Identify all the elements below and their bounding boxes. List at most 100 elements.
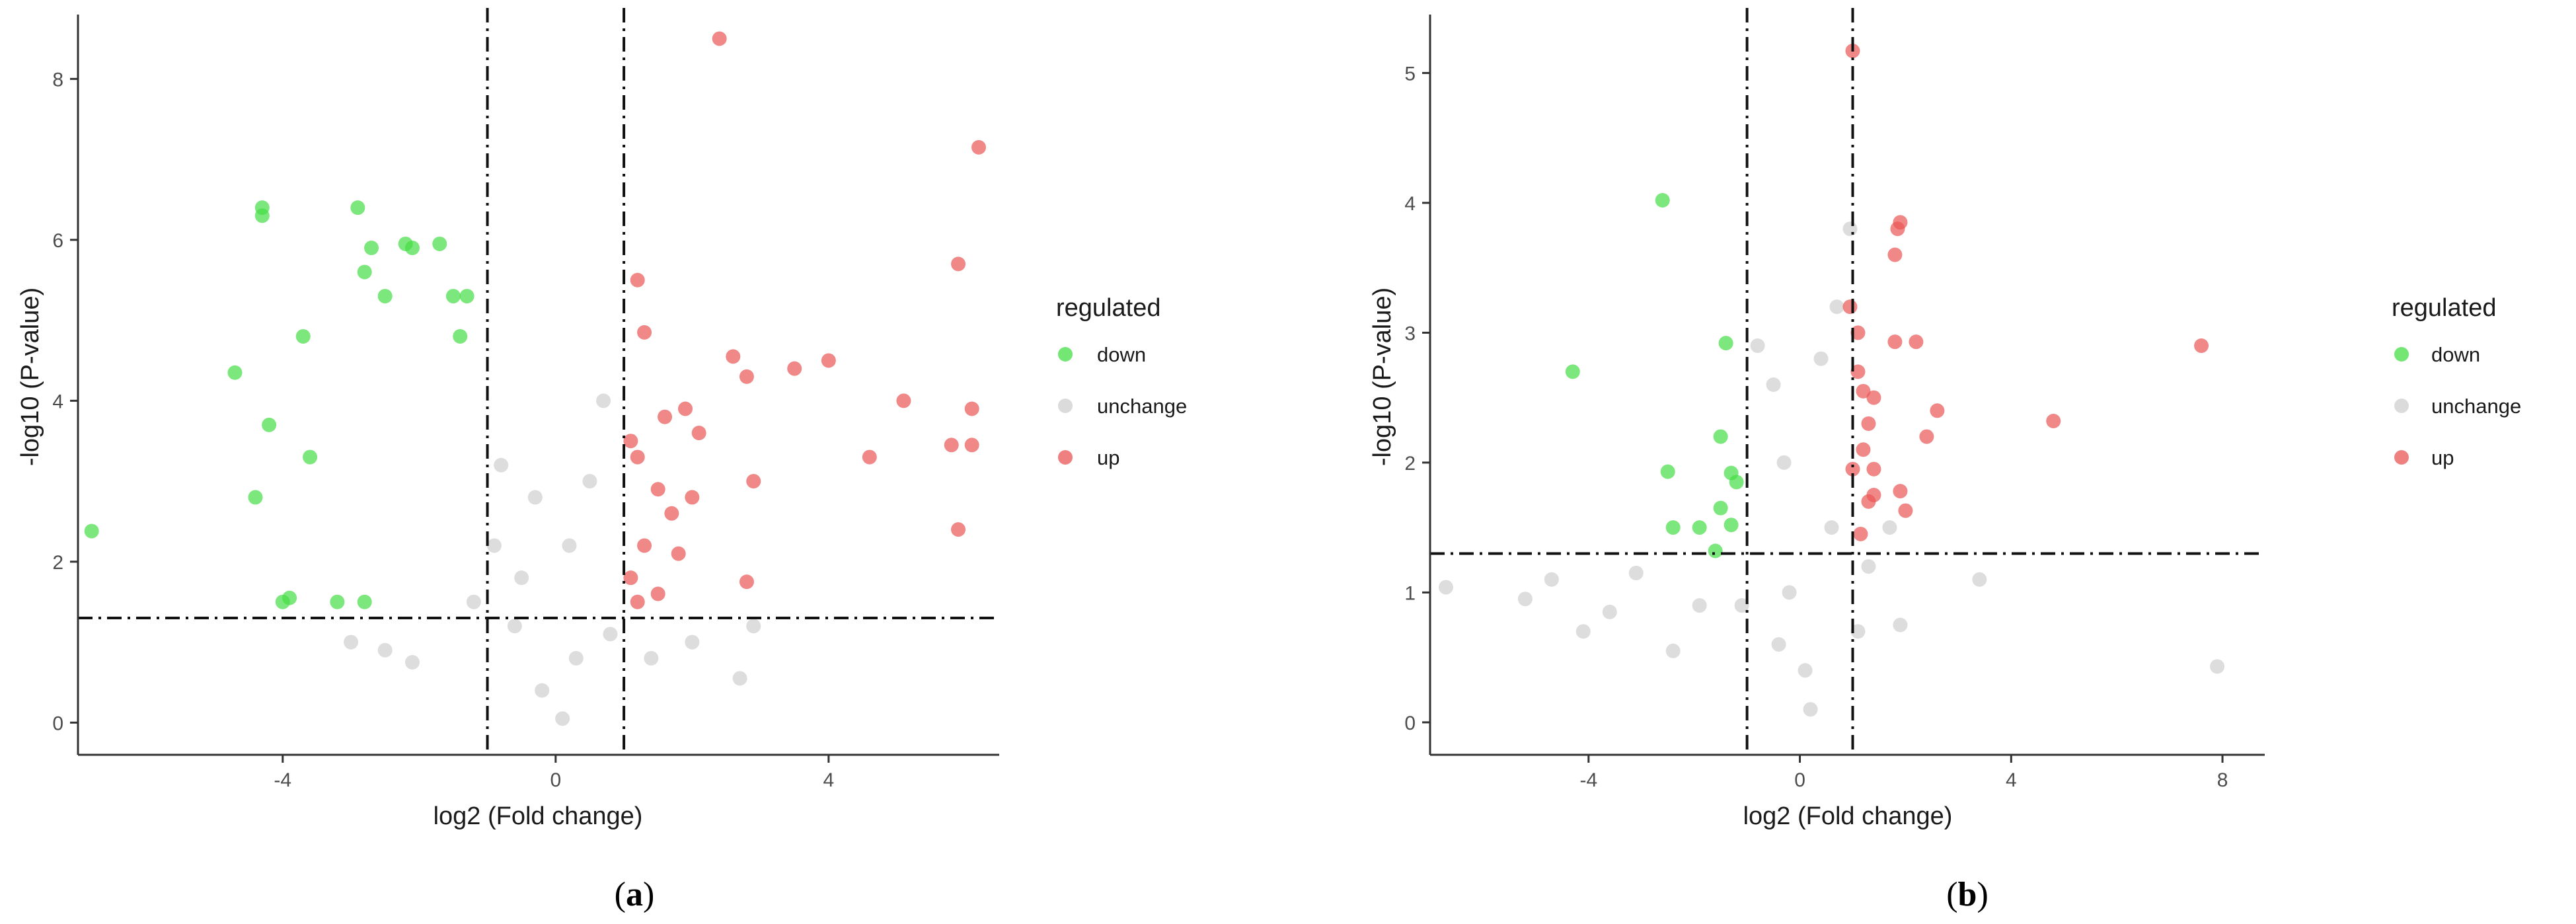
data-point-up [1919,429,1934,444]
data-point-down [295,328,311,344]
caption-close: ) [643,876,654,913]
data-point-unchange [1771,636,1786,652]
data-point-unchange [514,570,529,586]
data-point-down [350,200,365,215]
data-point-down [254,208,270,223]
legend-label-unchange: unchange [2431,395,2521,418]
data-point-down [404,241,420,256]
data-point-up [1856,442,1871,457]
data-point-up [1893,484,1908,499]
y-axis-title: -log10 (P-value) [17,288,44,466]
x-tick-label: 0 [550,769,561,791]
data-point-unchange [344,635,359,650]
data-point-up [1853,526,1868,541]
x-tick-label: -4 [274,769,291,791]
data-point-unchange [377,642,393,658]
data-point-up [1887,334,1903,350]
data-point-down [357,594,372,609]
data-point-down [459,289,474,304]
data-point-down [1692,520,1707,535]
data-point-unchange [1517,592,1533,607]
data-point-up [650,482,665,497]
data-point-up [1845,461,1860,477]
data-point-up [678,401,693,416]
data-point-unchange [404,655,420,670]
legend-entries: down unchange up [1058,343,1187,469]
points-layer [1430,8,2265,755]
data-point-unchange [1628,565,1644,580]
data-point-unchange [1893,617,1908,633]
data-point-up [1866,488,1881,503]
legend-entries: down unchange up [2394,343,2521,469]
data-point-unchange [1438,580,1453,595]
tick-layer: -4 0 4 0 2 4 6 8 [52,69,834,791]
data-point-up [658,409,673,424]
legend-marker-unchange [2394,399,2409,413]
data-point-up [951,256,966,272]
data-point-up [2194,338,2209,354]
data-point-unchange [732,671,747,686]
data-point-up [671,546,686,561]
y-tick-label: 8 [52,69,63,91]
data-point-unchange [1665,643,1681,658]
legend: regulated down unchange up [2392,294,2521,469]
y-tick-label: 0 [1404,712,1416,734]
data-point-up [664,506,679,521]
y-tick-label: 3 [1404,323,1416,344]
data-point-unchange [603,627,618,642]
data-point-down [84,523,99,539]
legend-label-up: up [2431,446,2454,469]
data-point-down [377,289,393,304]
data-point-down [445,289,461,304]
legend-label-down: down [2431,343,2480,366]
data-point-up [1856,383,1871,399]
data-point-up [862,449,877,465]
data-point-up [1866,461,1881,477]
data-point-up [650,586,665,601]
caption-close: ) [1977,876,1988,913]
data-point-unchange [494,457,509,473]
data-point-unchange [1798,663,1813,678]
data-point-unchange [1803,702,1818,717]
data-point-unchange [1602,604,1617,619]
data-point-down [330,594,345,609]
legend-marker-down [1058,347,1073,362]
data-point-down [1713,500,1728,516]
data-point-unchange [1782,585,1797,600]
data-point-unchange [1734,598,1749,613]
data-point-unchange [527,490,543,505]
data-point-unchange [555,711,570,726]
panel-a: -4 0 4 0 2 4 6 8 log2 (Fold change) -log10 (P-v… [17,8,1187,913]
data-point-unchange [562,538,577,553]
points-layer [78,8,999,755]
data-point-up [964,401,979,416]
data-point-up [1930,403,1945,418]
data-point-unchange [466,594,481,609]
caption-a: (a) [615,876,655,913]
data-point-unchange [582,474,597,489]
legend-label-unchange: unchange [1097,395,1187,418]
data-point-unchange [535,683,550,698]
caption-b: (b) [1946,876,1989,913]
data-point-up [1887,247,1903,262]
data-point-unchange [1692,598,1707,613]
data-point-unchange [1575,624,1591,639]
y-tick-label: 5 [1404,63,1416,85]
data-point-down [1718,336,1733,351]
tick-layer: -4 0 4 8 0 1 2 3 4 5 [1404,63,2228,791]
caption-open: ( [615,876,626,913]
panel-b: -4 0 4 8 0 1 2 3 4 5 log2 (Fold change) -log10 (P… [1288,0,2576,924]
data-point-up [1861,416,1876,431]
data-point-up [1909,334,1924,350]
data-point-up [971,139,987,155]
data-point-up [1890,221,1905,237]
legend-label-down: down [1097,343,1146,366]
data-point-unchange [746,619,761,634]
data-point-up [623,570,638,586]
data-point-unchange [486,538,502,553]
data-point-unchange [1544,572,1559,587]
x-tick-label: 4 [823,769,835,791]
caption-letter: b [1958,876,1977,913]
data-point-unchange [1766,377,1781,392]
legend-title: regulated [2392,294,2496,322]
